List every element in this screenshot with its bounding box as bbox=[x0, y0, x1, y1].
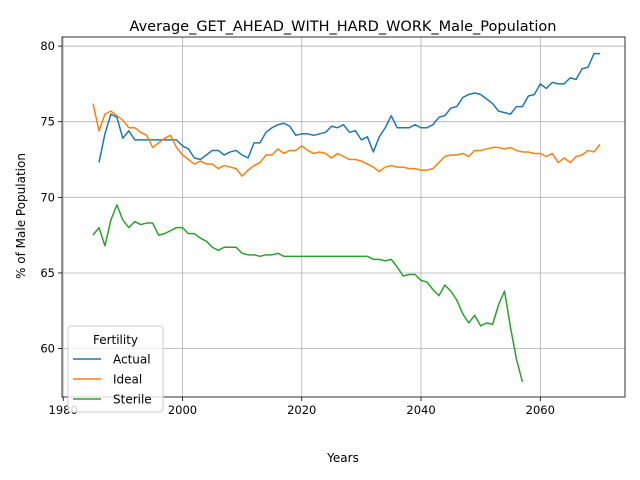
y-tick-label: 70 bbox=[40, 190, 55, 204]
plot-frame bbox=[61, 36, 626, 398]
series-lines bbox=[92, 52, 601, 383]
y-tick-label: 60 bbox=[40, 342, 55, 356]
legend-box bbox=[67, 325, 164, 413]
series-line-actual bbox=[98, 52, 600, 163]
series-line-ideal bbox=[92, 103, 601, 177]
chart-title: Average_GET_AHEAD_WITH_HARD_WORK_Male_Po… bbox=[130, 19, 557, 35]
y-axis-label: % of Male Population bbox=[14, 153, 28, 279]
legend: Fertility Actual Ideal Sterile bbox=[67, 325, 164, 413]
legend-title: Fertility bbox=[93, 333, 138, 347]
x-tick-label: 2020 bbox=[287, 403, 316, 417]
x-axis-label: Years bbox=[326, 451, 359, 465]
legend-label-sterile: Sterile bbox=[113, 393, 152, 407]
x-tick-label: 2040 bbox=[406, 403, 435, 417]
y-tick-label: 75 bbox=[40, 115, 55, 129]
legend-label-ideal: Ideal bbox=[113, 373, 142, 387]
legend-label-actual: Actual bbox=[113, 353, 151, 367]
series-line-sterile bbox=[92, 204, 524, 383]
x-tick-label: 2000 bbox=[168, 403, 197, 417]
x-tick-label: 2060 bbox=[526, 403, 555, 417]
y-tick-label: 65 bbox=[40, 266, 55, 280]
y-tick-label: 80 bbox=[40, 39, 55, 53]
